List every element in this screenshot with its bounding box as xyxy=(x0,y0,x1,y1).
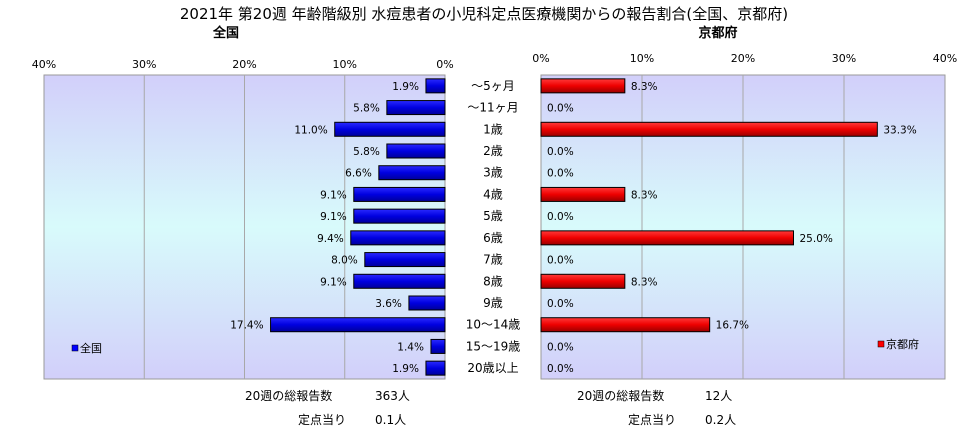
right-tick-label: 0% xyxy=(532,52,549,65)
left-bar-label: 5.8% xyxy=(353,146,380,158)
right-bar-label: 25.0% xyxy=(800,233,833,245)
left-legend-swatch xyxy=(71,344,79,352)
left-bar xyxy=(353,208,446,224)
left-bar-label: 9.4% xyxy=(317,233,344,245)
left-tick-label: 20% xyxy=(232,58,256,71)
category-label: 1歳 xyxy=(483,122,503,136)
category-label: 4歳 xyxy=(483,187,503,201)
left-bar-label: 9.1% xyxy=(320,189,347,201)
category-label: 10～14歳 xyxy=(466,318,521,332)
right-tick-label: 40% xyxy=(933,52,957,65)
right-bar xyxy=(540,230,794,246)
left-bar-label: 3.6% xyxy=(375,298,402,310)
left-bar xyxy=(425,360,446,376)
left-bar-label: 1.4% xyxy=(397,341,424,353)
left-bar-label: 11.0% xyxy=(294,124,327,136)
right-tick-label: 20% xyxy=(731,52,755,65)
right-bar-label: 0.0% xyxy=(547,211,574,223)
right-tick-label: 30% xyxy=(832,52,856,65)
category-label: 8歳 xyxy=(483,274,503,288)
left-bar xyxy=(270,317,446,333)
right-bar-label: 8.3% xyxy=(631,81,658,93)
right-bar-label: 0.0% xyxy=(547,341,574,353)
right-bar xyxy=(540,317,711,333)
right-bar xyxy=(540,273,626,289)
category-label: 2歳 xyxy=(483,144,503,158)
right-per-site-value: 0.2人 xyxy=(705,413,736,427)
left-bar-label: 9.1% xyxy=(320,211,347,223)
left-legend: 全国 xyxy=(71,341,102,355)
right-legend-swatch xyxy=(877,340,885,348)
right-bar-label: 8.3% xyxy=(631,189,658,201)
category-label: 3歳 xyxy=(483,166,503,180)
right-bar-label: 0.0% xyxy=(547,363,574,375)
left-per-site-label: 定点当り xyxy=(298,412,346,427)
left-bar xyxy=(386,143,446,159)
category-label: ～11ヶ月 xyxy=(467,101,518,115)
left-tick-label: 10% xyxy=(333,58,357,71)
right-footer: 20週の総報告数 12人 定点当り 0.2人 xyxy=(577,388,736,427)
left-panel-subtitle: 全国 xyxy=(212,25,239,41)
left-legend-label: 全国 xyxy=(80,341,102,355)
right-tick-label: 10% xyxy=(630,52,654,65)
left-bar xyxy=(408,295,446,311)
category-label: 7歳 xyxy=(483,253,503,267)
right-bar-label: 0.0% xyxy=(547,103,574,115)
left-bar-label: 9.1% xyxy=(320,276,347,288)
left-bar xyxy=(334,121,446,137)
left-total-value: 363人 xyxy=(375,389,410,403)
left-bar xyxy=(353,273,446,289)
left-bar xyxy=(364,252,446,268)
left-bar-label: 6.6% xyxy=(345,168,372,180)
left-per-site-value: 0.1人 xyxy=(375,413,406,427)
right-total-value: 12人 xyxy=(705,389,732,403)
right-per-site-label: 定点当り xyxy=(628,412,676,427)
right-bar xyxy=(540,121,878,137)
left-bar-label: 1.9% xyxy=(392,81,419,93)
right-total-label: 20週の総報告数 xyxy=(577,388,664,403)
left-bar xyxy=(378,165,446,181)
left-bar xyxy=(425,78,446,94)
category-label: ～5ヶ月 xyxy=(471,79,515,93)
left-tick-label: 40% xyxy=(32,58,56,71)
category-label: 15～19歳 xyxy=(466,339,521,353)
left-tick-label: 0% xyxy=(436,58,453,71)
left-bar-label: 5.8% xyxy=(353,103,380,115)
left-total-label: 20週の総報告数 xyxy=(245,388,332,403)
right-legend: 京都府 xyxy=(877,337,919,351)
left-bar xyxy=(353,186,446,202)
left-bar-label: 8.0% xyxy=(331,255,358,267)
category-label: 6歳 xyxy=(483,231,503,245)
right-bar-label: 33.3% xyxy=(883,124,916,136)
left-bar xyxy=(350,230,446,246)
category-label: 20歳以上 xyxy=(467,361,518,375)
category-label: 5歳 xyxy=(483,209,503,223)
left-footer: 20週の総報告数 363人 定点当り 0.1人 xyxy=(245,388,410,427)
right-bar-label: 0.0% xyxy=(547,146,574,158)
right-bar xyxy=(540,186,626,202)
right-panel-subtitle: 京都府 xyxy=(698,25,737,41)
left-bar-label: 17.4% xyxy=(230,320,263,332)
right-legend-label: 京都府 xyxy=(886,337,919,351)
right-bar-label: 8.3% xyxy=(631,276,658,288)
chart-title: 2021年 第20週 年齢階級別 水痘患者の小児科定点医療機関からの報告割合(全… xyxy=(180,5,788,23)
left-tick-label: 30% xyxy=(132,58,156,71)
left-bar xyxy=(386,100,446,116)
left-bar-label: 1.9% xyxy=(392,363,419,375)
right-bar-label: 16.7% xyxy=(716,320,749,332)
right-bar-label: 0.0% xyxy=(547,298,574,310)
right-bar xyxy=(540,78,626,94)
right-bar-label: 0.0% xyxy=(547,168,574,180)
left-bar xyxy=(430,338,446,354)
right-bar-label: 0.0% xyxy=(547,255,574,267)
category-label: 9歳 xyxy=(483,296,503,310)
